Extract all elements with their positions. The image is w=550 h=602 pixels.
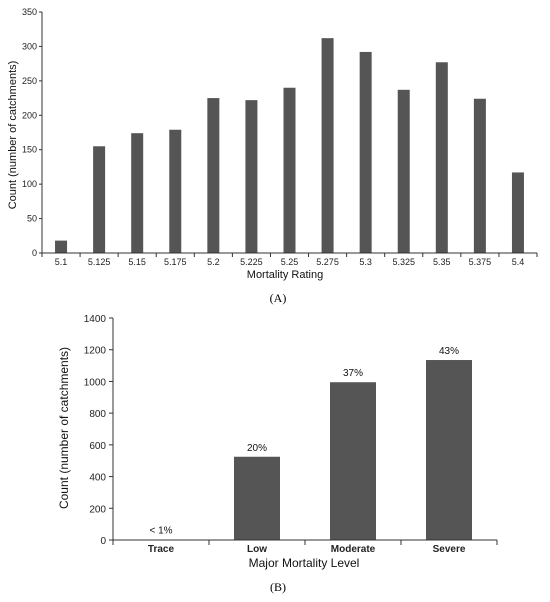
chart-a-bar bbox=[131, 133, 144, 253]
chart-a-bar bbox=[321, 38, 334, 254]
chart-a-x-tick-label: 5.175 bbox=[164, 257, 187, 267]
chart-b-data-label: 20% bbox=[247, 443, 267, 454]
chart-b-x-axis-label: Major Mortality Level bbox=[249, 556, 360, 570]
chart-a-x-tick-label: 5.25 bbox=[281, 257, 299, 267]
chart-b-bars: < 1% 20% 37% 43% bbox=[138, 346, 472, 540]
chart-a-y-tick-label: 200 bbox=[22, 110, 37, 120]
chart-b-y-axis: 0 200 400 600 800 1000 1200 1400 bbox=[84, 314, 114, 547]
chart-a-bar bbox=[93, 146, 106, 253]
chart-a-y-axis-label: Count (number of catchments) bbox=[7, 61, 19, 210]
chart-b-data-label: 43% bbox=[439, 346, 459, 357]
chart-a-bar bbox=[169, 129, 182, 253]
chart-a-y-tick-label: 50 bbox=[27, 214, 37, 224]
chart-a-x-tick-label: 5.1 bbox=[55, 257, 68, 267]
chart-a-panel-label: (A) bbox=[270, 291, 287, 305]
chart-b-bar bbox=[426, 360, 472, 540]
chart-b-y-tick-label: 400 bbox=[89, 473, 106, 484]
chart-a-bar bbox=[283, 87, 296, 253]
chart-a-y-tick-label: 250 bbox=[22, 76, 37, 86]
chart-a-y-tick-label: 350 bbox=[22, 7, 37, 17]
chart-b-y-tick-label: 0 bbox=[100, 536, 106, 547]
chart-a-x-tick-label: 5.375 bbox=[469, 257, 492, 267]
chart-a-x-tick-label: 5.125 bbox=[88, 257, 111, 267]
chart-a-bar bbox=[55, 240, 68, 253]
chart-a-bar bbox=[397, 89, 410, 254]
chart-b-bar bbox=[234, 456, 280, 540]
chart-a-bar bbox=[207, 98, 220, 253]
chart-a-x-tick-label: 5.35 bbox=[433, 257, 451, 267]
chart-b-x-tick-label: Severe bbox=[433, 544, 466, 555]
chart-a-x-tick-label: 5.15 bbox=[128, 257, 146, 267]
chart-a-y-axis: 0 50 100 150 200 250 300 350 bbox=[22, 7, 43, 258]
chart-b-y-tick-label: 1400 bbox=[84, 314, 107, 325]
chart-a-x-tick-label: 5.225 bbox=[240, 257, 263, 267]
chart-a-y-tick-label: 100 bbox=[22, 179, 37, 189]
chart-b-x-tick-label: Low bbox=[247, 544, 267, 555]
chart-a-bars bbox=[55, 38, 524, 254]
chart-b-y-tick-label: 800 bbox=[89, 409, 106, 420]
chart-b-x-axis: Trace Low Moderate Severe bbox=[112, 539, 498, 555]
chart-b-data-label: 37% bbox=[343, 368, 363, 379]
chart-a-bar bbox=[359, 51, 372, 254]
chart-b-y-tick-label: 1200 bbox=[84, 346, 107, 357]
chart-a-x-tick-label: 5.325 bbox=[392, 257, 415, 267]
chart-a-x-tick-label: 5.3 bbox=[359, 257, 372, 267]
chart-b-y-tick-label: 600 bbox=[89, 441, 106, 452]
chart-a-bar bbox=[245, 100, 258, 253]
chart-a-bar bbox=[473, 98, 486, 253]
chart-b-y-axis-label: Count (number of catchments) bbox=[57, 347, 71, 509]
chart-b-panel-label: (B) bbox=[270, 580, 286, 594]
chart-b-x-tick-label: Trace bbox=[148, 544, 175, 555]
chart-a-y-tick-label: 300 bbox=[22, 41, 37, 51]
chart-a-bar bbox=[511, 172, 524, 253]
chart-a-x-axis: 5.1 5.125 5.15 5.175 5.2 5.225 5.25 5.275 5.3 5.3… bbox=[41, 252, 538, 267]
chart-a-x-tick-label: 5.2 bbox=[207, 257, 220, 267]
chart-a-y-tick-label: 0 bbox=[32, 248, 37, 258]
chart-a-x-axis-label: Mortality Rating bbox=[247, 269, 323, 281]
chart-b-x-tick-label: Moderate bbox=[331, 544, 376, 555]
chart-b-y-tick-label: 1000 bbox=[84, 377, 107, 388]
chart-b-y-tick-label: 200 bbox=[89, 504, 106, 515]
chart-a-x-tick-label: 5.275 bbox=[316, 257, 339, 267]
chart-b-data-label: < 1% bbox=[149, 526, 172, 537]
chart-a-x-tick-label: 5.4 bbox=[512, 257, 525, 267]
chart-b-bar bbox=[330, 382, 376, 540]
chart-a-y-tick-label: 150 bbox=[22, 145, 37, 155]
chart-a-bar bbox=[435, 62, 448, 253]
